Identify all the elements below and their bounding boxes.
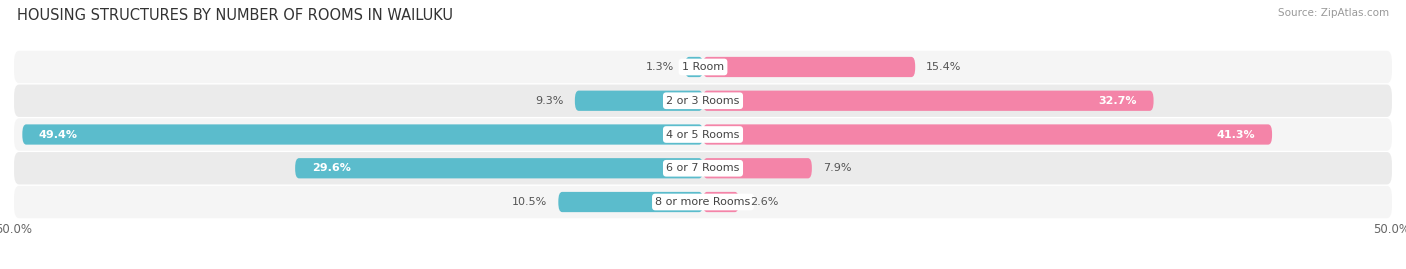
Text: 10.5%: 10.5% — [512, 197, 547, 207]
FancyBboxPatch shape — [575, 91, 703, 111]
Text: 2.6%: 2.6% — [749, 197, 779, 207]
FancyBboxPatch shape — [703, 57, 915, 77]
Text: 1 Room: 1 Room — [682, 62, 724, 72]
FancyBboxPatch shape — [703, 124, 1272, 145]
FancyBboxPatch shape — [14, 51, 1392, 83]
Text: 49.4%: 49.4% — [39, 129, 77, 140]
FancyBboxPatch shape — [14, 186, 1392, 218]
FancyBboxPatch shape — [14, 118, 1392, 151]
Text: 6 or 7 Rooms: 6 or 7 Rooms — [666, 163, 740, 173]
FancyBboxPatch shape — [685, 57, 703, 77]
FancyBboxPatch shape — [703, 192, 738, 212]
Text: 2 or 3 Rooms: 2 or 3 Rooms — [666, 96, 740, 106]
FancyBboxPatch shape — [295, 158, 703, 178]
Text: 4 or 5 Rooms: 4 or 5 Rooms — [666, 129, 740, 140]
FancyBboxPatch shape — [14, 152, 1392, 185]
Text: HOUSING STRUCTURES BY NUMBER OF ROOMS IN WAILUKU: HOUSING STRUCTURES BY NUMBER OF ROOMS IN… — [17, 8, 453, 23]
Text: 41.3%: 41.3% — [1218, 129, 1256, 140]
Text: 32.7%: 32.7% — [1098, 96, 1137, 106]
FancyBboxPatch shape — [703, 91, 1153, 111]
Text: 9.3%: 9.3% — [536, 96, 564, 106]
FancyBboxPatch shape — [22, 124, 703, 145]
FancyBboxPatch shape — [558, 192, 703, 212]
Text: 1.3%: 1.3% — [645, 62, 673, 72]
Text: 15.4%: 15.4% — [927, 62, 962, 72]
Text: 7.9%: 7.9% — [823, 163, 852, 173]
Text: 29.6%: 29.6% — [312, 163, 350, 173]
FancyBboxPatch shape — [703, 158, 811, 178]
Text: 8 or more Rooms: 8 or more Rooms — [655, 197, 751, 207]
Text: Source: ZipAtlas.com: Source: ZipAtlas.com — [1278, 8, 1389, 18]
FancyBboxPatch shape — [14, 84, 1392, 117]
